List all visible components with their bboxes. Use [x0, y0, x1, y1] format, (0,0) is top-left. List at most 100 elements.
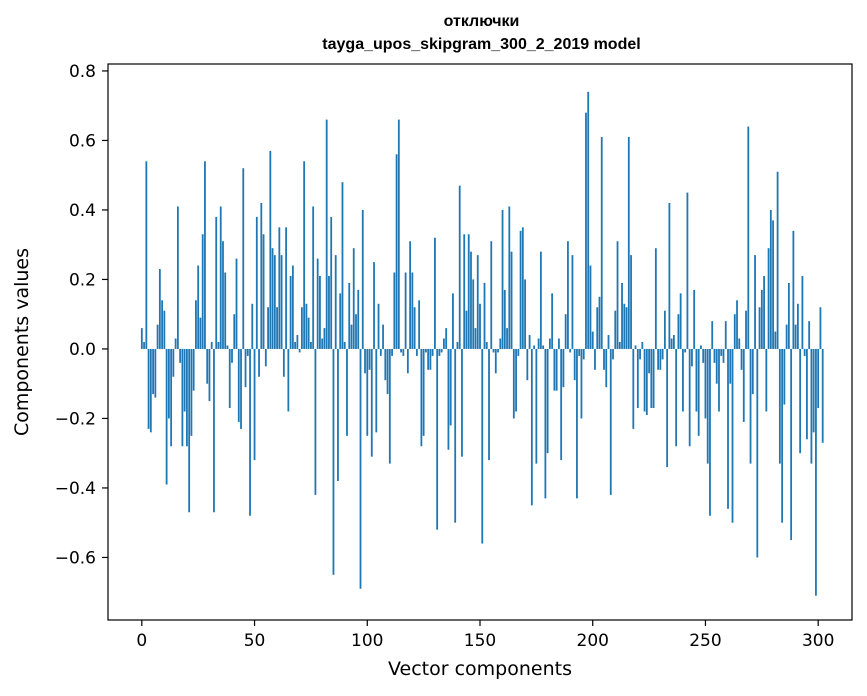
bar [154, 348, 157, 398]
bar [400, 348, 402, 353]
y-axis-ticks: −0.6 −0.4 −0.2 0.0 0.2 0.4 0.6 0.8 [55, 62, 108, 568]
bar [341, 182, 344, 349]
bar [630, 255, 632, 349]
bar [718, 348, 720, 412]
bar [526, 348, 529, 381]
bar [422, 348, 425, 436]
bar [201, 234, 204, 349]
bar [368, 348, 371, 370]
bar [659, 348, 662, 370]
bar [492, 348, 495, 353]
bar [605, 348, 608, 388]
bar [758, 307, 761, 349]
bar [246, 348, 249, 356]
bar [634, 345, 637, 349]
bar [231, 348, 233, 363]
bar [652, 348, 655, 409]
bar [697, 348, 700, 436]
bar [337, 348, 339, 481]
bar [677, 314, 680, 349]
bar [440, 348, 443, 353]
bar [772, 220, 774, 349]
bar [587, 91, 590, 349]
bar [803, 348, 806, 356]
bar [289, 275, 292, 349]
bar [585, 112, 587, 349]
bar [406, 348, 409, 374]
bar [445, 328, 448, 349]
bar [280, 255, 283, 349]
bar [781, 348, 784, 523]
bar [476, 255, 479, 349]
bar [357, 289, 360, 349]
bar [260, 203, 263, 349]
chart-title-line-2: tayga_upos_skipgram_300_2_2019 model [322, 36, 641, 53]
bar [285, 227, 288, 349]
bar [499, 338, 502, 349]
bar [447, 348, 450, 450]
bar [431, 348, 434, 356]
bar [413, 307, 416, 349]
bar [515, 348, 517, 412]
bar [533, 345, 536, 349]
bar [571, 255, 574, 349]
y-tick-label: 0.4 [69, 201, 96, 221]
bar [208, 348, 211, 402]
bar [812, 348, 815, 433]
bar [564, 314, 567, 349]
bar [742, 348, 745, 422]
bar [359, 348, 362, 589]
bar [305, 303, 308, 349]
bar [794, 324, 797, 349]
bar [165, 348, 168, 485]
bar [404, 272, 407, 349]
bar [506, 328, 508, 349]
bar [161, 300, 164, 349]
bar [287, 348, 290, 412]
bar [808, 321, 811, 349]
bar [580, 348, 583, 419]
bar [262, 234, 265, 349]
bar [736, 300, 738, 349]
bar [465, 310, 468, 349]
bar [706, 348, 709, 464]
bar [458, 185, 461, 349]
bar [763, 275, 765, 349]
bar [388, 348, 391, 464]
bar [152, 348, 154, 395]
bar [181, 348, 184, 447]
bar [672, 335, 675, 349]
bar [217, 342, 220, 349]
bar [334, 255, 337, 349]
bar [663, 310, 666, 349]
bar [754, 255, 756, 349]
y-tick-label: −0.4 [55, 479, 96, 499]
bar [456, 342, 459, 349]
bar [145, 161, 148, 349]
bar [328, 275, 330, 349]
bar [361, 209, 364, 349]
bar [449, 348, 452, 426]
y-axis-label: Components values [11, 247, 33, 437]
bar [711, 321, 714, 349]
bar [310, 342, 312, 349]
bar [785, 324, 788, 349]
bar [796, 303, 799, 349]
bar [253, 348, 256, 461]
bar [767, 248, 770, 349]
bar [282, 348, 285, 377]
x-tick-label: 150 [464, 631, 496, 651]
bar [537, 338, 540, 349]
bar [774, 331, 777, 349]
bar [300, 307, 303, 349]
bar [228, 348, 231, 409]
bar [226, 345, 229, 349]
y-tick-label: 0.8 [69, 62, 96, 82]
bar [402, 348, 405, 356]
bar [589, 265, 592, 349]
bar [675, 348, 678, 447]
bar [695, 348, 698, 412]
bar [321, 338, 324, 349]
bar [204, 161, 206, 349]
bar [594, 348, 596, 370]
